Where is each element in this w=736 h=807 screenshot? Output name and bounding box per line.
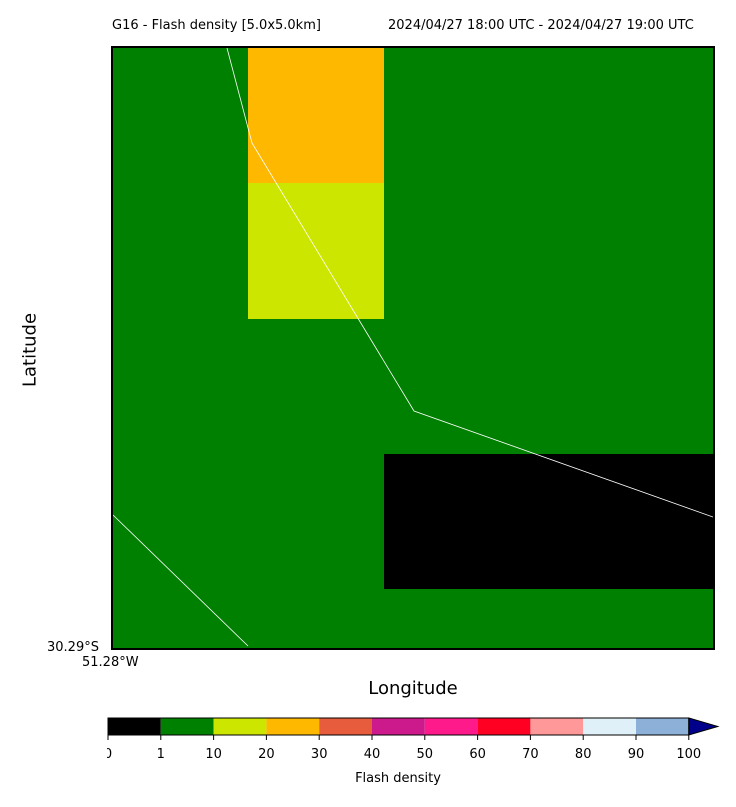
colorbar-label: Flash density xyxy=(355,771,441,786)
colorbar-tick-label: 1 xyxy=(157,747,165,762)
colorbar-segment xyxy=(319,718,372,735)
cell-r3-c2-c3 xyxy=(384,454,713,589)
colorbar-tick-label: 0 xyxy=(107,747,112,762)
corner-longitude-label: 51.28°W xyxy=(82,655,139,670)
colorbar-segment xyxy=(160,718,214,735)
colorbar-segment xyxy=(530,718,584,735)
colorbar-tick-label: 90 xyxy=(628,747,645,762)
colorbar-tick-label: 100 xyxy=(676,747,701,762)
colorbar-tick-label: 40 xyxy=(364,747,381,762)
map-panel xyxy=(111,46,715,650)
x-axis-label: Longitude xyxy=(368,678,458,699)
flash-density-map xyxy=(113,48,713,647)
chart-title-left: G16 - Flash density [5.0x5.0km] xyxy=(112,18,321,33)
colorbar-outline xyxy=(107,717,690,736)
colorbar-tick-label: 30 xyxy=(311,747,328,762)
colorbar-extend-arrow xyxy=(688,717,720,736)
colorbar-segment xyxy=(477,718,531,735)
colorbar-tick-label: 50 xyxy=(417,747,434,762)
y-axis-label: Latitude xyxy=(19,312,41,388)
corner-latitude-label: 30.29°S xyxy=(47,640,99,655)
boundary-line-2 xyxy=(113,514,249,647)
colorbar-tick-label: 70 xyxy=(522,747,539,762)
colorbar-segment xyxy=(424,718,478,735)
colorbar-segment xyxy=(108,718,161,735)
colorbar-tick-label: 60 xyxy=(469,747,486,762)
colorbar-segment xyxy=(583,718,636,735)
boundary-line-1 xyxy=(226,48,713,518)
colorbar-segment xyxy=(213,718,267,735)
cell-r0-c1 xyxy=(248,48,384,183)
colorbar-segment xyxy=(372,718,425,735)
colorbar-tick-label: 10 xyxy=(205,747,222,762)
chart-title-time-range: 2024/04/27 18:00 UTC - 2024/04/27 19:00 … xyxy=(388,18,694,33)
colorbar-tick-label: 20 xyxy=(258,747,275,762)
colorbar-segment xyxy=(266,718,320,735)
cell-r1-c1 xyxy=(248,183,384,319)
colorbar: 0 1 10 20 30 40 50 60 70 80 90 100 xyxy=(107,717,720,762)
colorbar-tick-label: 80 xyxy=(575,747,592,762)
colorbar-segment xyxy=(636,718,689,735)
